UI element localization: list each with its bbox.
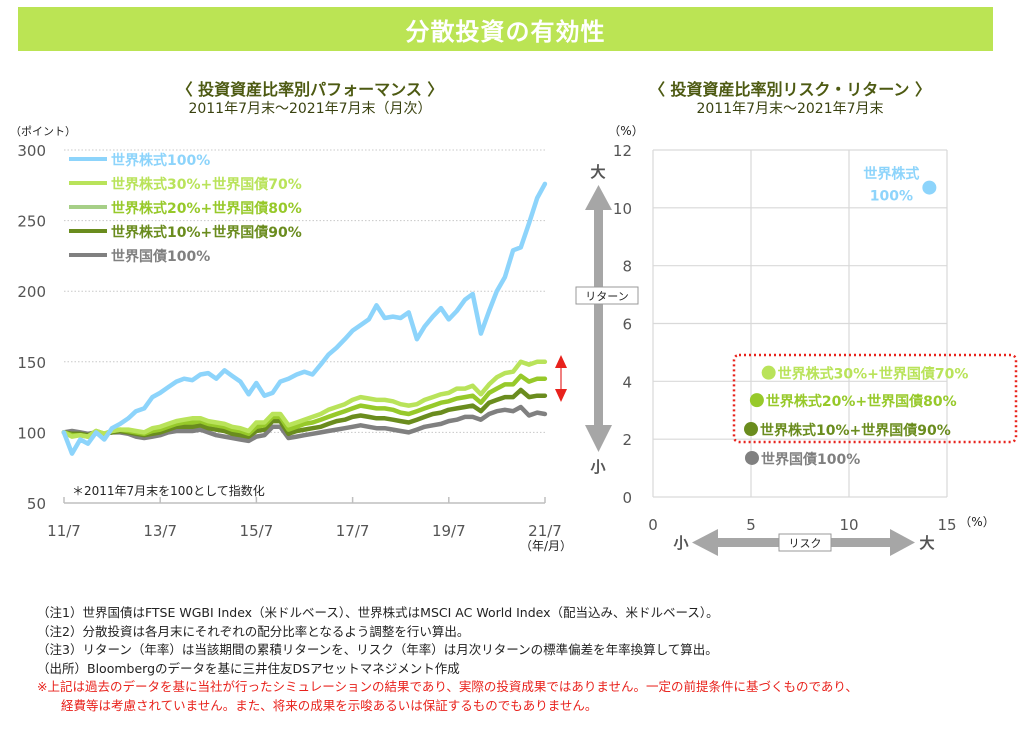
y-tick-label: 200 <box>17 283 46 301</box>
legend-label: 世界国債100% <box>111 248 210 265</box>
point-bond100 <box>744 450 759 465</box>
x-tick-label: 19/7 <box>432 522 466 540</box>
note-1: （注1）世界国債はFTSE WGBI Index（米ドルベース）、世界株式はMS… <box>37 605 719 620</box>
legend-label: 世界株式30%+世界国債70% <box>111 176 302 193</box>
y-tick-label: 250 <box>17 213 46 231</box>
line-chart-title: 〈 投資資産比率別パフォーマンス 〉 <box>176 80 444 99</box>
x-tick-label: 15 <box>937 516 956 534</box>
y-tick-label: 2 <box>622 431 632 449</box>
point-label-line2: 100% <box>870 189 913 205</box>
y-axis-unit-label: （ポイント） <box>10 125 76 138</box>
spread-double-arrow <box>555 355 567 402</box>
y-tick-label: 4 <box>622 373 632 391</box>
x-tick-label: 15/7 <box>240 522 274 540</box>
scatter-chart-title: 〈 投資資産比率別リスク・リターン 〉 <box>648 80 932 99</box>
y-tick-label: 50 <box>27 495 46 513</box>
point-label-line1: 世界株式 <box>863 166 919 183</box>
disclaimer-line-1: ※上記は過去のデータを基に当社が行ったシミュレーションの結果であり、実際の投資成… <box>37 679 858 694</box>
return-axis-label: リターン <box>585 290 628 303</box>
x-tick-label: 0 <box>648 516 658 534</box>
y-tick-label: 0 <box>622 489 632 507</box>
legend-label: 世界株式100% <box>111 152 210 169</box>
scatter-chart-subtitle: 2011年7月末～2021年7月末 <box>696 101 884 117</box>
risk-axis-label: リスク <box>789 537 822 550</box>
risk-label-box <box>778 533 832 552</box>
return-arrow-shaft <box>594 203 603 433</box>
point-mix30 <box>761 365 776 380</box>
series-line-mix30 <box>61 359 548 439</box>
point-label: 世界国債100% <box>761 451 860 468</box>
point-mix10 <box>744 422 758 437</box>
y-tick-label: 150 <box>17 354 46 372</box>
y-tick-label: 100 <box>17 424 46 442</box>
x-tick-label: 5 <box>746 516 756 534</box>
x-tick-label: 13/7 <box>143 522 177 540</box>
point-stock100 <box>922 180 937 195</box>
y-tick-label: 10 <box>613 200 632 218</box>
risk-arrow-left-head <box>692 529 718 556</box>
y-tick-label: 6 <box>622 316 632 334</box>
point-label: 世界株式10%+世界国債90% <box>760 422 951 439</box>
x-tick-label: 11/7 <box>47 522 81 540</box>
point-label: 世界株式30%+世界国債70% <box>778 366 969 383</box>
series-line-stock100 <box>61 181 548 456</box>
page-banner: 分散投資の有効性 <box>18 7 993 51</box>
series-line-bond100 <box>61 404 548 444</box>
x-tick-label: 21/7 <box>528 522 562 540</box>
return-large-label: 大 <box>590 163 605 181</box>
note-2: （注2）分散投資は各月末にそれぞれの配分比率となるよう調整を行い算出。 <box>37 623 470 639</box>
y-tick-label: 8 <box>622 258 632 276</box>
y-axis-unit-label: （%） <box>608 124 643 138</box>
point-label: 世界株式20%+世界国債80% <box>766 393 957 410</box>
legend-label: 世界株式10%+世界国債90% <box>111 224 302 241</box>
return-arrow-down-head <box>585 425 612 452</box>
return-label-box <box>575 286 639 305</box>
x-tick-label: 17/7 <box>336 522 370 540</box>
point-mix20 <box>749 393 764 408</box>
legend-label: 世界株式20%+世界国債80% <box>111 200 302 217</box>
x-tick-label: 10 <box>839 516 858 534</box>
footnotes: （注1）世界国債はFTSE WGBI Index（米ドルベース）、世界株式はMS… <box>37 604 858 715</box>
note-3: （注3）リターン（年率）は当該期間の累積リターンを、リスク（年率）は月次リターン… <box>37 642 718 657</box>
line-chart-subtitle: 2011年7月末～2021年7月末（月次） <box>188 101 432 117</box>
return-arrow-up-head <box>585 185 612 210</box>
y-tick-label: 12 <box>613 142 632 160</box>
x-axis-unit-label: （%） <box>959 515 994 529</box>
return-small-label: 小 <box>590 458 605 476</box>
page-title: 分散投資の有効性 <box>405 17 606 46</box>
x-axis-unit-label: （年/月） <box>520 539 572 553</box>
y-tick-label: 300 <box>17 142 46 160</box>
risk-small-label: 小 <box>673 534 688 552</box>
risk-large-label: 大 <box>919 534 934 552</box>
disclaimer-line-2: 経費等は考慮されていません。また、将来の成果を示唆あるいは保証するものでもありま… <box>61 697 598 713</box>
note-source: （出所）Bloombergのデータを基に三井住友DSアセットマネジメント作成 <box>37 660 460 676</box>
highlight-dotted-box <box>732 353 1018 444</box>
risk-arrow-right-head <box>890 529 915 556</box>
index-note-annotation: ＊2011年7月末を100として指数化 <box>72 483 265 498</box>
